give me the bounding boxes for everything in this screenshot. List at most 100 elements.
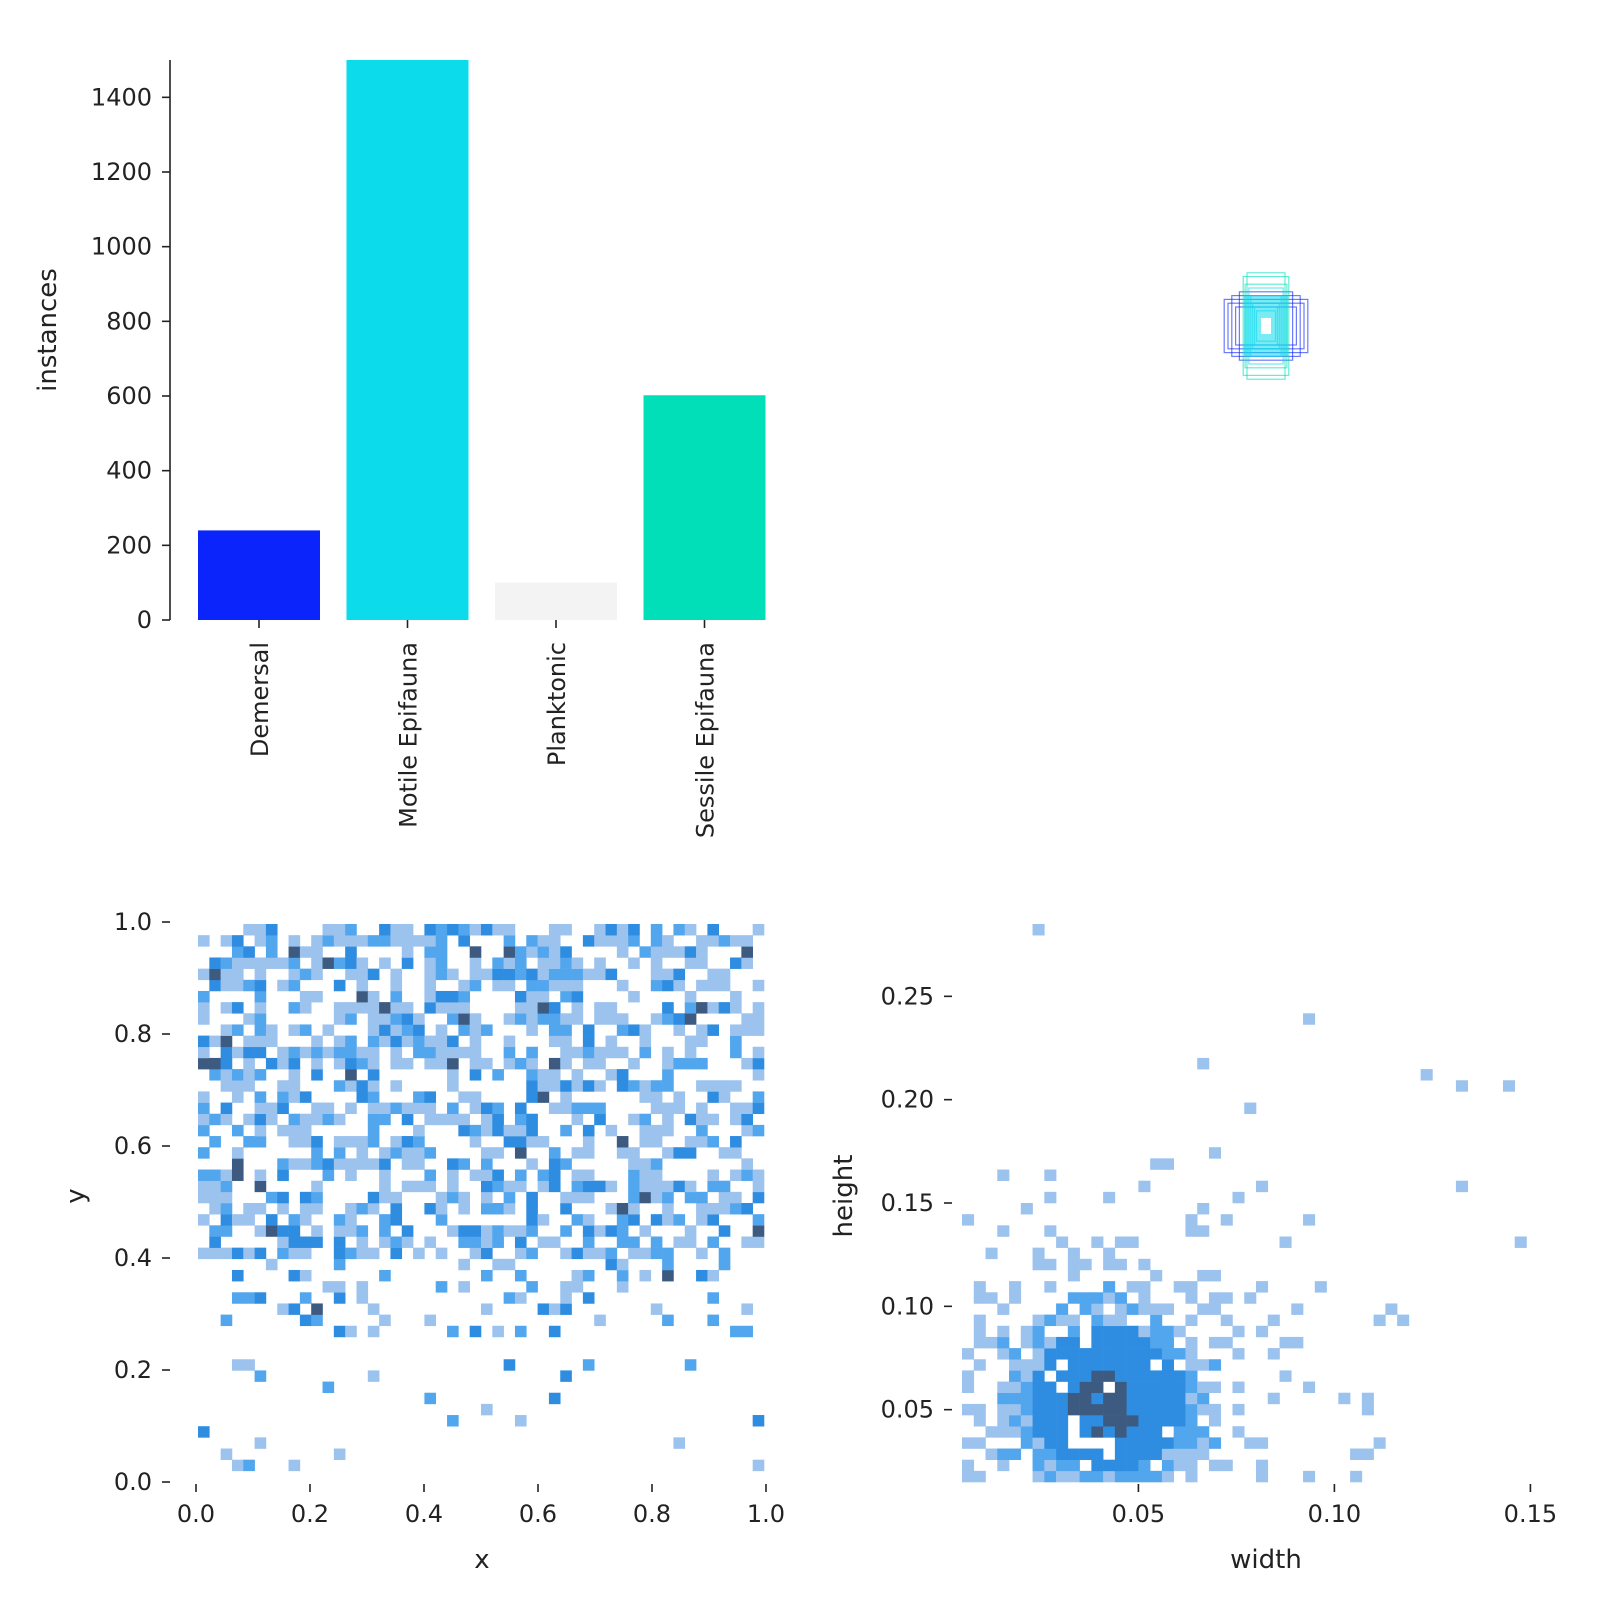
heat-cell bbox=[458, 1124, 470, 1137]
heat-cell bbox=[973, 1359, 986, 1371]
heat-cell bbox=[333, 1158, 346, 1170]
heat-cell bbox=[1032, 924, 1045, 936]
heat-cell bbox=[1173, 1348, 1186, 1360]
heat-cell bbox=[333, 935, 346, 947]
heat-cell bbox=[379, 957, 391, 969]
heat-cell bbox=[582, 1102, 595, 1115]
heat-cell bbox=[1267, 1348, 1280, 1360]
heat-cell bbox=[707, 1080, 720, 1092]
heat-cell bbox=[322, 935, 335, 947]
heat-cell bbox=[1397, 1314, 1410, 1327]
heat-cell bbox=[254, 1225, 267, 1237]
heat-cell bbox=[345, 1046, 357, 1059]
heat-cell bbox=[560, 979, 572, 992]
heat-cell bbox=[254, 1069, 267, 1081]
heat-cell bbox=[526, 1214, 538, 1226]
heat-cell bbox=[1197, 1225, 1210, 1237]
heat-cell bbox=[582, 1359, 595, 1371]
heat-cell bbox=[514, 1013, 527, 1025]
heat-cell bbox=[662, 1113, 674, 1126]
heat-cell bbox=[616, 1203, 629, 1215]
heat-cell bbox=[311, 1046, 323, 1059]
heat-cell bbox=[560, 1102, 572, 1115]
heat-cell bbox=[1303, 1013, 1316, 1025]
heat-cell bbox=[299, 1191, 312, 1204]
heat-cell bbox=[696, 1247, 708, 1260]
heat-cell bbox=[571, 1214, 584, 1226]
heat-cell bbox=[1232, 1426, 1245, 1438]
heat-cell bbox=[345, 935, 357, 947]
heat-cell bbox=[435, 1191, 448, 1204]
heat-cell bbox=[1103, 1314, 1116, 1327]
heat-cell bbox=[209, 1247, 221, 1260]
heat-cell bbox=[367, 935, 380, 947]
heat-cell bbox=[560, 1203, 572, 1215]
heat-cell bbox=[684, 1113, 697, 1126]
bar bbox=[346, 60, 469, 620]
heat-cell bbox=[288, 1057, 301, 1070]
heat-cell bbox=[220, 1002, 233, 1014]
heat-cell bbox=[962, 1370, 975, 1382]
heat-cell bbox=[231, 1080, 244, 1092]
heat-cell bbox=[548, 1236, 561, 1248]
heat-cell bbox=[356, 1236, 369, 1248]
heat-cell bbox=[997, 1348, 1010, 1360]
heat-cell bbox=[333, 924, 346, 936]
heat-cell bbox=[277, 957, 289, 969]
heat-cell bbox=[718, 1080, 731, 1092]
heat-cell bbox=[526, 1158, 538, 1170]
heat-cell bbox=[673, 1180, 686, 1193]
heat-cell bbox=[1303, 1381, 1316, 1394]
heat-cell bbox=[752, 1225, 765, 1237]
heat-cell bbox=[413, 935, 425, 947]
heat-cell bbox=[390, 1080, 403, 1092]
heat-cell bbox=[367, 990, 380, 1003]
heat-cell bbox=[379, 1002, 391, 1014]
heat-cell bbox=[356, 979, 369, 992]
heat-cell bbox=[277, 1102, 289, 1115]
heat-cell bbox=[594, 968, 606, 981]
heat-cell bbox=[673, 1102, 686, 1115]
heat-cell bbox=[243, 1214, 255, 1226]
heat-cell bbox=[469, 957, 482, 969]
heat-cell bbox=[662, 1002, 674, 1014]
heat-cell bbox=[1044, 1191, 1057, 1204]
heat-cell bbox=[616, 1225, 629, 1237]
heat-cell bbox=[730, 1147, 742, 1159]
heat-cell bbox=[458, 1258, 470, 1271]
heat-cell bbox=[1161, 1437, 1174, 1449]
heat-cell bbox=[1114, 1392, 1127, 1405]
heat-cell bbox=[1032, 1370, 1045, 1382]
heat-cell bbox=[730, 1169, 742, 1181]
heat-cell bbox=[379, 1035, 391, 1048]
heat-cell bbox=[356, 1091, 369, 1103]
heat-cell bbox=[582, 1046, 595, 1059]
heat-cell bbox=[1079, 1470, 1092, 1483]
heat-cell bbox=[1032, 1247, 1045, 1260]
heat-cell bbox=[718, 1180, 731, 1193]
heat-cell bbox=[718, 1191, 731, 1204]
heat-cell bbox=[1185, 1381, 1198, 1394]
heat-cell bbox=[1079, 1403, 1092, 1416]
heat-cell bbox=[345, 1169, 357, 1181]
heat-cell bbox=[243, 957, 255, 969]
heat-cell bbox=[1232, 1325, 1245, 1338]
heat-cell bbox=[254, 1002, 267, 1014]
heat-cell bbox=[1103, 1281, 1116, 1293]
heat-cell bbox=[1032, 1459, 1045, 1472]
heat-cell bbox=[220, 1214, 233, 1226]
heat-cell bbox=[684, 1236, 697, 1248]
heat-cell bbox=[548, 1180, 561, 1193]
heat-cell bbox=[481, 1403, 493, 1416]
heat-cell bbox=[662, 1203, 674, 1215]
heat-cell bbox=[696, 1113, 708, 1126]
heat-cell bbox=[1079, 1258, 1092, 1271]
heat-cell bbox=[684, 946, 697, 958]
heat-cell bbox=[311, 1113, 323, 1126]
heat-cell bbox=[481, 1225, 493, 1237]
heat-cell bbox=[673, 1091, 686, 1103]
heat-cell bbox=[220, 1225, 233, 1237]
heat-cell bbox=[1126, 1336, 1139, 1349]
heat-cell bbox=[1173, 1392, 1186, 1405]
heat-cell bbox=[616, 1147, 629, 1159]
